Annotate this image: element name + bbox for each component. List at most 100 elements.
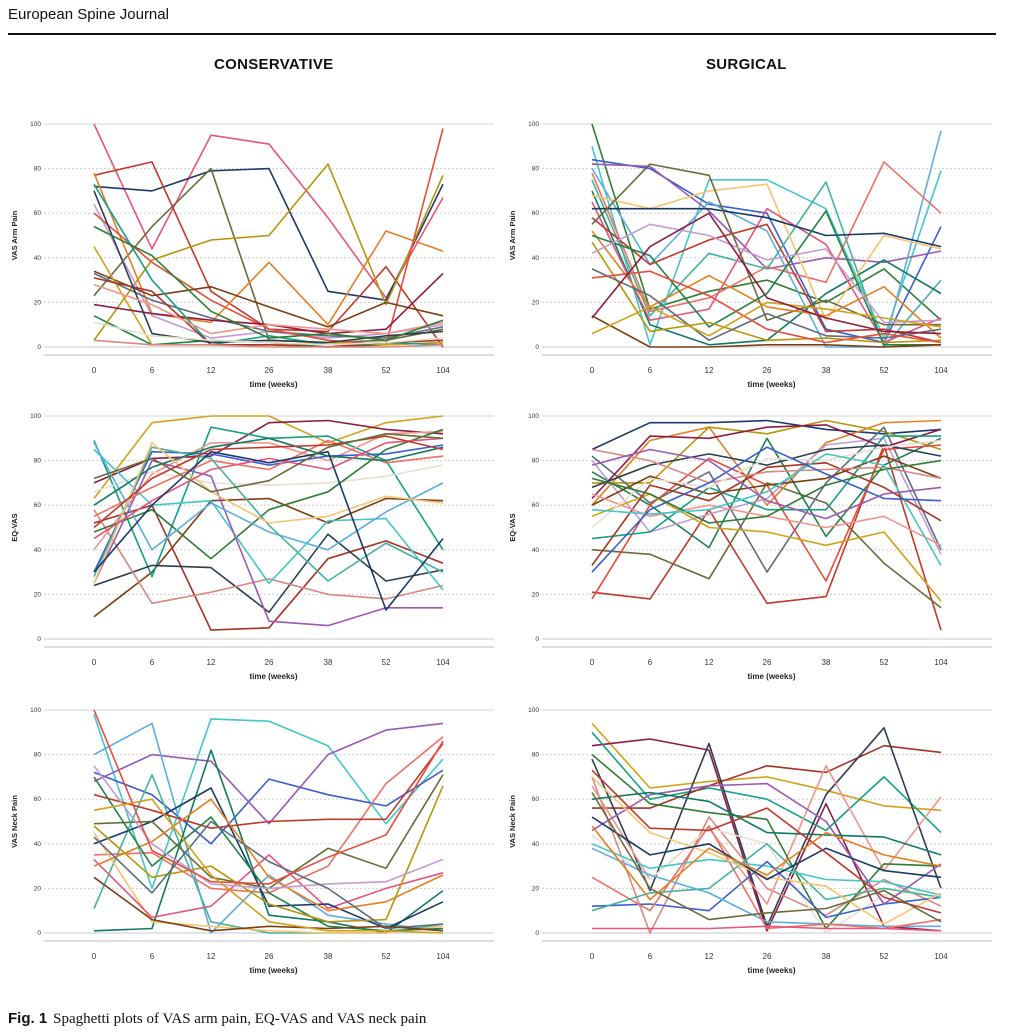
series-line-p21 (93, 435, 444, 529)
series-line-p15 (93, 785, 444, 923)
y-tick-label: 100 (528, 121, 539, 128)
series-line-p9 (93, 272, 444, 339)
series-line-p20 (93, 450, 444, 611)
series-line-p17 (93, 437, 444, 506)
x-tick-label: 52 (880, 366, 889, 375)
x-tick-label: 12 (207, 952, 216, 961)
x-tick-label: 52 (382, 366, 391, 375)
y-tick-label: 40 (34, 255, 42, 262)
y-axis-label: VAS Neck Pain (10, 795, 19, 848)
x-tick-label: 38 (324, 366, 333, 375)
series-line-p19 (591, 270, 942, 344)
x-tick-label: 26 (763, 366, 772, 375)
series-line-p3 (591, 158, 942, 344)
series-line-p19 (591, 459, 942, 524)
x-tick-label: 12 (705, 658, 714, 667)
y-tick-label: 0 (37, 344, 41, 351)
series-line-p4 (592, 744, 942, 809)
y-tick-label: 20 (34, 299, 42, 306)
x-axis-label: time (weeks) (249, 966, 297, 975)
series-line-p16 (93, 446, 444, 582)
series-line-p8 (591, 426, 942, 573)
y-tick-label: 40 (34, 547, 42, 554)
y-axis-label: VAS Arm Pain (508, 210, 517, 260)
y-tick-label: 40 (532, 841, 540, 848)
series-line-p20 (591, 453, 942, 566)
series-line-p1 (93, 497, 444, 618)
series-line-p2 (591, 146, 942, 346)
series-line-p13 (93, 798, 444, 912)
column-title-surgical: SURGICAL (706, 56, 787, 73)
y-tick-label: 0 (37, 636, 41, 643)
series-line-p1 (591, 419, 942, 451)
x-tick-label: 104 (934, 952, 948, 961)
series-line-p4 (591, 419, 942, 506)
plot-area: 0 20 40 60 80 100 0 6 12 26 38 52 104 time (weeks) EQ-… (10, 413, 494, 681)
x-tick-label: 104 (436, 952, 450, 961)
y-tick-label: 40 (532, 547, 540, 554)
y-tick-label: 80 (532, 458, 540, 465)
series-line-p19 (93, 437, 444, 540)
series-line-p15 (591, 843, 942, 912)
journal-name: European Spine Journal (8, 6, 169, 23)
series-line-p9 (93, 464, 444, 493)
series-line-p21 (591, 792, 942, 923)
y-tick-label: 0 (535, 636, 539, 643)
y-axis-label: VAS Neck Pain (508, 795, 517, 848)
y-tick-label: 100 (30, 413, 41, 420)
x-axis-label: time (weeks) (249, 672, 297, 681)
y-tick-label: 80 (532, 166, 540, 173)
series-line-p10 (591, 843, 942, 896)
y-tick-label: 0 (535, 344, 539, 351)
series-line-p8 (93, 832, 444, 934)
x-tick-label: 0 (92, 366, 97, 375)
series-line-p19 (93, 876, 444, 932)
y-axis-label: EQ-VAS (508, 513, 517, 541)
series-line-p2 (93, 769, 444, 845)
series-line-p14 (93, 442, 444, 551)
y-tick-label: 60 (532, 502, 540, 509)
y-axis-label: VAS Arm Pain (10, 210, 19, 260)
y-tick-label: 60 (34, 796, 42, 803)
chart-surgical-vas-neck: 0 20 40 60 80 100 0 6 12 26 38 52 104 time (weeks) VAS… (508, 707, 992, 975)
series-line-p22 (591, 448, 942, 520)
x-tick-label: 26 (763, 658, 772, 667)
x-tick-label: 0 (92, 952, 97, 961)
series-line-p16 (93, 765, 444, 890)
x-tick-label: 6 (648, 366, 653, 375)
series-line-p12 (591, 782, 942, 905)
x-axis-label: time (weeks) (747, 672, 795, 681)
y-tick-label: 100 (30, 121, 41, 128)
x-tick-label: 104 (436, 366, 450, 375)
x-tick-label: 6 (648, 658, 653, 667)
chart-conservative-vas-arm: 0 20 40 60 80 100 0 6 12 26 38 52 104 time (weeks) VAS… (10, 121, 494, 389)
series-line-p7 (93, 509, 444, 605)
chart-conservative-vas-neck: 0 20 40 60 80 100 0 6 12 26 38 52 104 time (weeks) VAS… (10, 707, 494, 975)
series-line-p1 (591, 123, 942, 321)
figure-caption: Fig. 1 Spaghetti plots of VAS arm pain, E… (8, 1010, 426, 1028)
series-line-p16 (591, 448, 942, 484)
column-title-conservative: CONSERVATIVE (214, 56, 334, 73)
series-line-p17 (591, 776, 942, 925)
y-tick-label: 60 (532, 796, 540, 803)
series-line-p18 (93, 709, 444, 885)
series-line-p22 (591, 825, 942, 901)
x-tick-label: 0 (590, 658, 595, 667)
series-line-p2 (93, 415, 444, 499)
x-tick-label: 38 (324, 658, 333, 667)
y-tick-label: 20 (34, 591, 42, 598)
series-line-p6 (591, 161, 942, 313)
series-line-p14 (591, 461, 942, 566)
y-tick-label: 20 (532, 885, 540, 892)
series-line-p15 (591, 210, 941, 346)
y-axis-label: EQ-VAS (10, 513, 19, 541)
series-line-p10 (93, 428, 444, 560)
series-line-p21 (591, 301, 942, 337)
caption-label: Fig. 1 (8, 1010, 48, 1027)
x-axis-label: time (weeks) (747, 966, 795, 975)
series-line-p11 (93, 743, 444, 829)
series-line-p18 (591, 439, 942, 529)
series-line-p18 (592, 925, 942, 932)
y-tick-label: 100 (528, 707, 539, 714)
x-tick-label: 52 (880, 658, 889, 667)
